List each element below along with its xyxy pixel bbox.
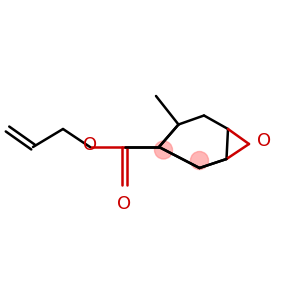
Text: O: O bbox=[257, 132, 272, 150]
Text: O: O bbox=[117, 195, 132, 213]
Circle shape bbox=[190, 152, 208, 169]
Circle shape bbox=[154, 141, 172, 159]
Text: O: O bbox=[83, 136, 97, 154]
